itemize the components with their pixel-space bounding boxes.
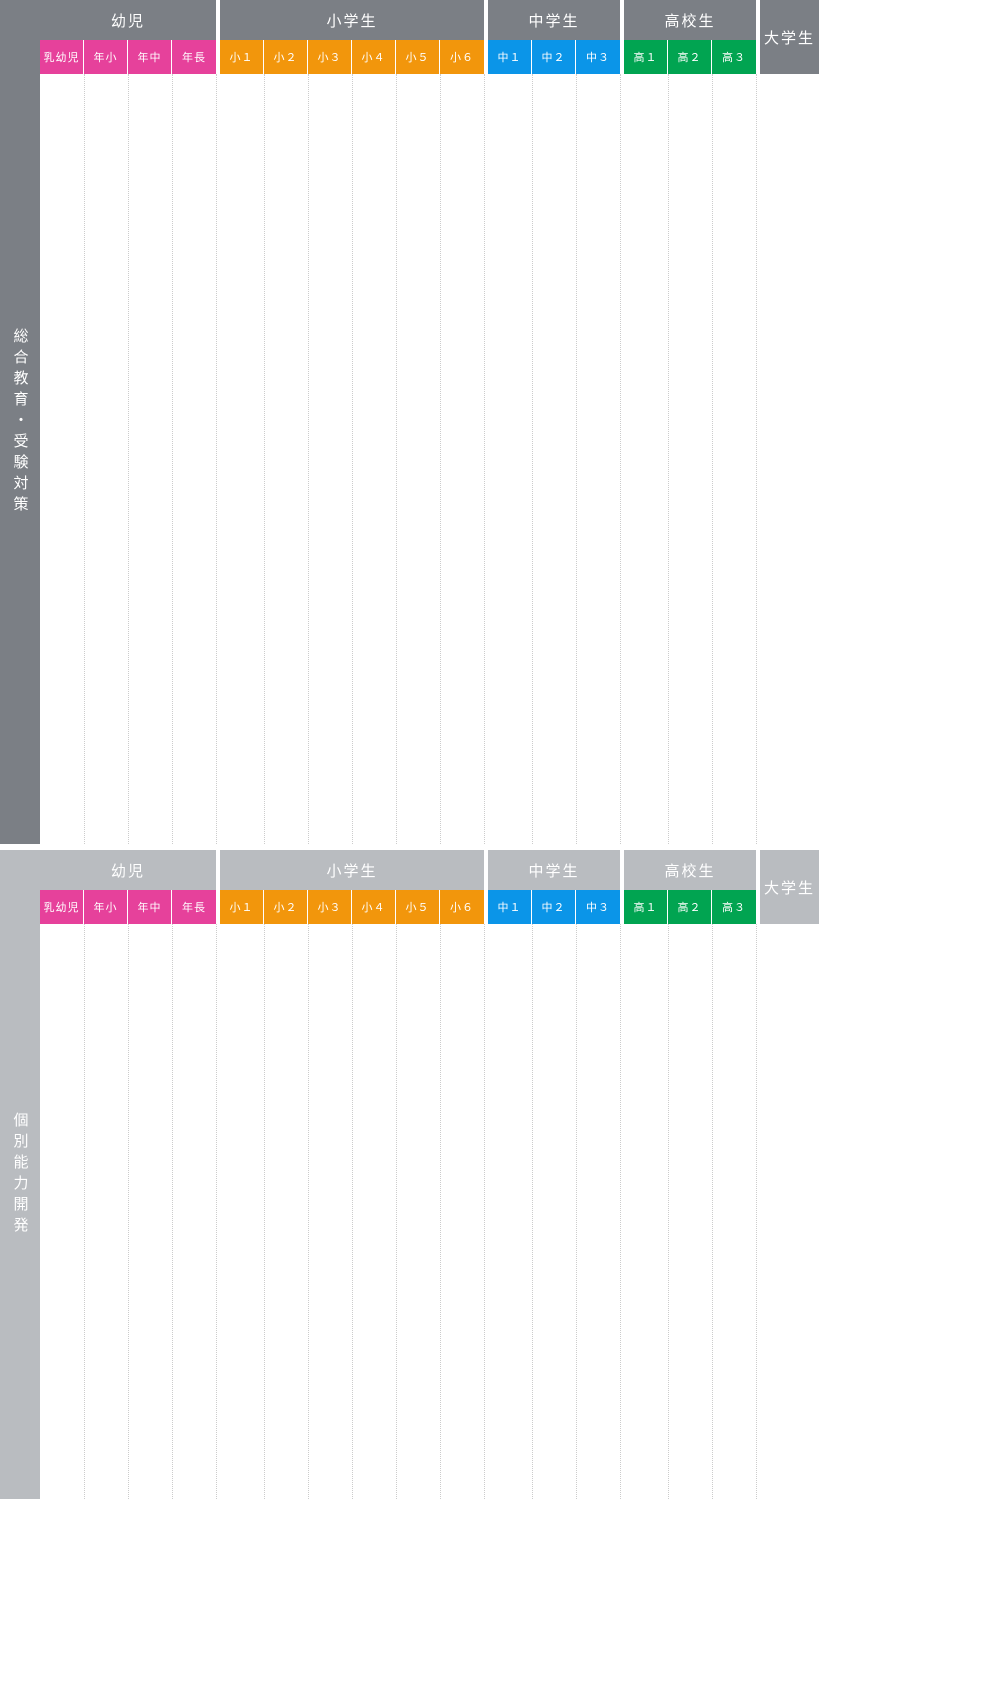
sub-header-3: 年長 [172,40,216,74]
grid-line [308,74,309,844]
grid-line [668,924,669,1499]
sub-header-3: 年長 [172,890,216,924]
sub-header-11: 中２ [532,40,576,74]
sub-header-14: 高２ [668,890,712,924]
group-header-0: 幼児 [40,850,216,890]
grid-line [216,924,217,1499]
group-header-university: 大学生 [760,0,819,74]
group-header-university: 大学生 [760,850,819,924]
grid-line [440,924,441,1499]
sub-header-1: 年小 [84,40,128,74]
sub-header-9: 小６ [440,890,484,924]
grid-line [396,74,397,844]
grid-line [532,74,533,844]
side-label-kobetsu: 個別能力開発 [0,850,40,1499]
grade-sub-header: 乳幼児年小年中年長小１小２小３小４小５小６中１中２中３高１高２高３ [40,40,760,74]
section-kobetsu: 個別能力開発幼児小学生中学生高校生乳幼児年小年中年長小１小２小３小４小５小６中１… [0,850,981,1499]
group-header-2: 中学生 [488,850,620,890]
side-label-sougou: 総合教育・受験対策 [0,0,40,844]
grid-body [40,924,981,1499]
sub-header-10: 中１ [488,890,532,924]
grade-group-header: 幼児小学生中学生高校生 [40,0,760,40]
sub-header-8: 小５ [396,890,440,924]
sub-header-13: 高１ [624,890,668,924]
grid-line [216,74,217,844]
grid-line [532,924,533,1499]
sub-header-2: 年中 [128,890,172,924]
grid-line [484,924,485,1499]
group-header-1: 小学生 [220,850,484,890]
grade-sub-header: 乳幼児年小年中年長小１小２小３小４小５小６中１中２中３高１高２高３ [40,890,760,924]
grid-line [712,924,713,1499]
grid-line [576,74,577,844]
main-area: 幼児小学生中学生高校生乳幼児年小年中年長小１小２小３小４小５小６中１中２中３高１… [40,0,981,844]
sub-header-0: 乳幼児 [40,890,84,924]
grid-line [352,74,353,844]
grid-line [668,74,669,844]
sub-header-15: 高３ [712,890,756,924]
group-header-0: 幼児 [40,0,216,40]
sub-header-0: 乳幼児 [40,40,84,74]
sub-header-4: 小１ [220,40,264,74]
group-header-3: 高校生 [624,0,756,40]
side-label-text: 個別能力開発 [10,1112,31,1238]
grid-line [712,74,713,844]
sub-header-12: 中３ [576,40,620,74]
section-sougou: 総合教育・受験対策幼児小学生中学生高校生乳幼児年小年中年長小１小２小３小４小５小… [0,0,981,844]
side-label-text: 総合教育・受験対策 [10,328,31,517]
grid-line [172,924,173,1499]
sub-header-6: 小３ [308,890,352,924]
grade-group-header: 幼児小学生中学生高校生 [40,850,760,890]
sub-header-5: 小２ [264,890,308,924]
grid-line [264,74,265,844]
grid-line [440,74,441,844]
grid-line [352,924,353,1499]
grid-line [620,924,621,1499]
grid-line [484,74,485,844]
sub-header-1: 年小 [84,890,128,924]
group-header-3: 高校生 [624,850,756,890]
group-header-2: 中学生 [488,0,620,40]
grid-line [756,74,757,844]
sub-header-10: 中１ [488,40,532,74]
sub-header-15: 高３ [712,40,756,74]
grid-line [396,924,397,1499]
grid-line [264,924,265,1499]
group-header-1: 小学生 [220,0,484,40]
sub-header-5: 小２ [264,40,308,74]
sub-header-7: 小４ [352,890,396,924]
sub-header-2: 年中 [128,40,172,74]
grid-line [84,924,85,1499]
grid-line [308,924,309,1499]
grid-body [40,74,981,844]
grid-line [756,924,757,1499]
sub-header-7: 小４ [352,40,396,74]
sub-header-12: 中３ [576,890,620,924]
sub-header-13: 高１ [624,40,668,74]
grid-line [576,924,577,1499]
sub-header-8: 小５ [396,40,440,74]
sub-header-11: 中２ [532,890,576,924]
grid-line [172,74,173,844]
grid-line [128,924,129,1499]
grid-line [620,74,621,844]
sub-header-9: 小６ [440,40,484,74]
main-area: 幼児小学生中学生高校生乳幼児年小年中年長小１小２小３小４小５小６中１中２中３高１… [40,850,981,1499]
sub-header-6: 小３ [308,40,352,74]
sub-header-4: 小１ [220,890,264,924]
grid-line [128,74,129,844]
grid-line [84,74,85,844]
sub-header-14: 高２ [668,40,712,74]
